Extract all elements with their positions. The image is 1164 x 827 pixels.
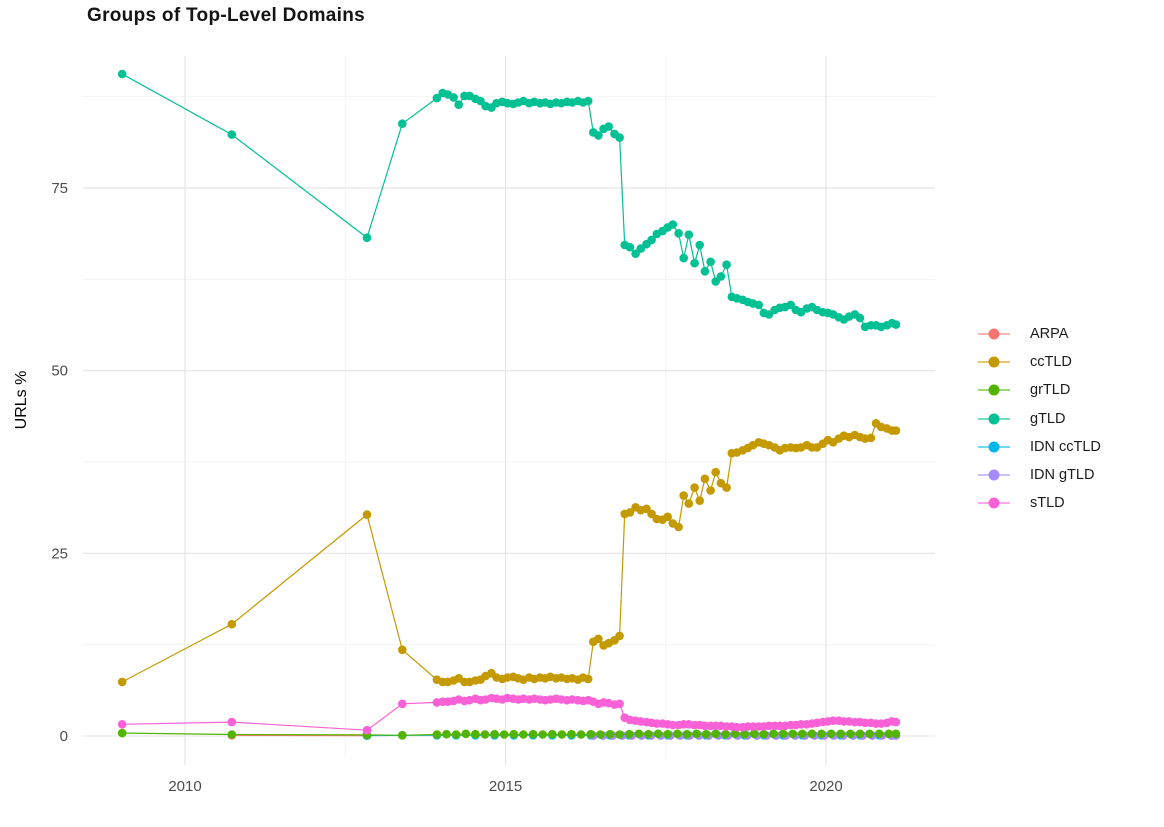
series-grtld [117, 728, 901, 740]
series-gtld [117, 69, 901, 332]
legend-item-cctld: ccTLD [978, 348, 1101, 376]
legend-item-idn-gtld: IDN gTLD [978, 461, 1101, 489]
y-axis-title: URLs % [13, 370, 30, 430]
legend-key-dot-icon [978, 441, 1010, 453]
legend: ARPA ccTLD grTLD gTLD IDN ccTLD IDN gTLD sTLD [978, 320, 1101, 517]
legend-label: gTLD [1030, 410, 1066, 427]
axis-labels: 0 25 50 75 2010 2015 2020 [51, 180, 842, 795]
x-tick-label: 2020 [809, 778, 842, 795]
legend-label: ccTLD [1030, 354, 1072, 371]
legend-label: ARPA [1030, 326, 1069, 343]
legend-item-arpa: ARPA [978, 320, 1101, 348]
x-tick-label: 2015 [489, 778, 522, 795]
legend-label: sTLD [1030, 495, 1065, 512]
legend-item-grtld: grTLD [978, 376, 1101, 404]
legend-item-stld: sTLD [978, 489, 1101, 517]
y-tick-label: 75 [51, 180, 68, 197]
legend-item-idn-cctld: IDN ccTLD [978, 433, 1101, 461]
series-stld [117, 693, 901, 735]
legend-key-dot-icon [978, 413, 1010, 425]
x-tick-label: 2010 [168, 778, 201, 795]
legend-key-dot-icon [978, 469, 1010, 481]
series-arpa [227, 731, 372, 740]
legend-key-dot-icon [978, 328, 1010, 340]
legend-key-dot-icon [978, 497, 1010, 509]
legend-label: IDN gTLD [1030, 467, 1095, 484]
y-tick-label: 50 [51, 363, 68, 380]
chart-title: Groups of Top-Level Domains [87, 5, 365, 26]
gridlines [83, 56, 935, 765]
legend-key-dot-icon [978, 356, 1010, 368]
legend-key-dot-icon [978, 384, 1010, 396]
y-tick-label: 0 [60, 728, 68, 745]
legend-label: grTLD [1030, 382, 1071, 399]
y-tick-label: 25 [51, 545, 68, 562]
series-cctld [117, 419, 901, 687]
legend-item-gtld: gTLD [978, 405, 1101, 433]
legend-label: IDN ccTLD [1030, 438, 1101, 455]
